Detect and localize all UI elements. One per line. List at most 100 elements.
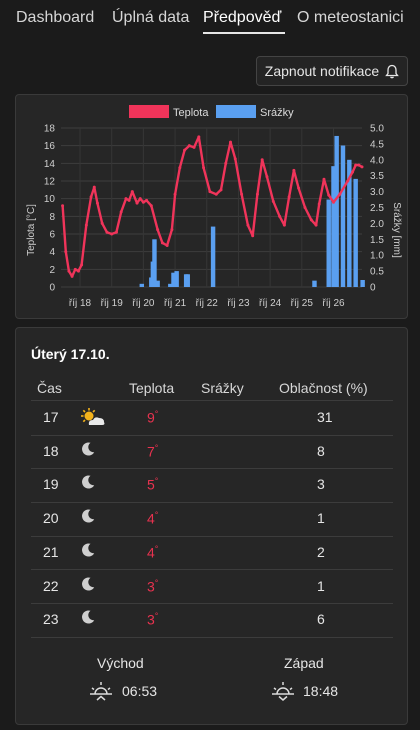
precipitation-bar bbox=[168, 283, 173, 287]
sunset-icon bbox=[270, 680, 296, 707]
y-tick-right-label: 1.0 bbox=[370, 251, 384, 262]
precipitation-bar bbox=[353, 178, 358, 287]
temperature-point bbox=[297, 186, 301, 190]
temperature-point bbox=[271, 199, 275, 203]
temperature-cell: 3° bbox=[147, 611, 158, 628]
temperature-point bbox=[327, 193, 331, 197]
temperature-point bbox=[187, 144, 191, 148]
temperature-unit: ° bbox=[154, 577, 159, 588]
tab-full-data[interactable]: Úplná data bbox=[112, 9, 190, 26]
temperature-point bbox=[208, 190, 212, 194]
temperature-point bbox=[110, 232, 114, 236]
temperature-point bbox=[138, 197, 142, 201]
temperature-point bbox=[105, 230, 109, 234]
temperature-point bbox=[354, 163, 358, 167]
chart-legend: Teplota Srážky bbox=[129, 105, 294, 119]
temperature-point bbox=[84, 223, 88, 227]
table-header-divider bbox=[31, 400, 393, 401]
y-tick-right-label: 4.5 bbox=[370, 139, 384, 150]
y-tick-left-label: 2 bbox=[49, 265, 55, 276]
temperature-point bbox=[214, 192, 218, 196]
column-header-cloudiness: Oblačnost (%) bbox=[279, 380, 368, 396]
temperature-value: 7 bbox=[147, 443, 155, 460]
y-tick-right-label: 0.5 bbox=[370, 267, 384, 278]
temperature-point bbox=[183, 148, 187, 152]
y-tick-left-label: 0 bbox=[49, 283, 55, 294]
temperature-point bbox=[246, 223, 250, 227]
forecast-chart: Teplota Srážky Teplota [°C] Srážky [mm] … bbox=[26, 105, 402, 309]
temperature-point bbox=[303, 206, 307, 209]
table-row: 19 5° 3 bbox=[31, 468, 393, 504]
temperature-point bbox=[130, 190, 134, 194]
forecast-chart-card: Teplota Srážky Teplota [°C] Srážky [mm] … bbox=[15, 94, 408, 319]
temperature-point bbox=[76, 269, 80, 273]
y-tick-right-label: 2.5 bbox=[370, 203, 384, 214]
temperature-point bbox=[149, 204, 153, 208]
temperature-point bbox=[219, 188, 223, 192]
legend-swatch-temperature bbox=[129, 105, 169, 118]
precipitation-bar bbox=[340, 145, 346, 287]
temperature-point bbox=[260, 158, 264, 162]
active-tab-underline bbox=[203, 32, 285, 34]
x-tick-label: říj 25 bbox=[291, 298, 314, 309]
temperature-point bbox=[314, 223, 318, 227]
temperature-unit: ° bbox=[154, 409, 159, 419]
forecast-table-card bbox=[15, 327, 408, 725]
table-row: 20 4° 1 bbox=[31, 502, 393, 537]
notifications-button-label: Zapnout notifikace bbox=[264, 63, 380, 79]
y-tick-left-label: 8 bbox=[49, 212, 55, 223]
moon-icon bbox=[80, 508, 96, 527]
temperature-value: 4 bbox=[147, 544, 155, 561]
temperature-point bbox=[240, 192, 244, 196]
temperature-cell: 4° bbox=[147, 510, 158, 527]
enable-notifications-button[interactable]: Zapnout notifikace bbox=[256, 56, 408, 86]
temperature-point bbox=[292, 168, 296, 172]
temperature-point bbox=[61, 204, 65, 208]
temperature-point bbox=[124, 197, 128, 201]
sunrise-label: Východ bbox=[97, 655, 144, 671]
temperature-value: 3 bbox=[147, 578, 155, 595]
table-row: 21 4° 2 bbox=[31, 536, 393, 571]
cloudiness-cell: 1 bbox=[317, 577, 325, 594]
temperature-point bbox=[119, 210, 123, 214]
forecast-day-title: Úterý 17.10. bbox=[31, 346, 110, 362]
temperature-point bbox=[233, 157, 237, 161]
tab-about-station[interactable]: O meteostanici bbox=[297, 9, 404, 26]
temperature-point bbox=[127, 198, 131, 202]
hour-cell: 22 bbox=[43, 577, 59, 594]
precipitation-bar bbox=[326, 199, 331, 287]
temperature-point bbox=[229, 140, 233, 144]
y-tick-right-label: 4.0 bbox=[370, 155, 384, 166]
x-tick-label: říj 19 bbox=[101, 298, 124, 309]
x-tick-label: říj 20 bbox=[132, 298, 155, 309]
precipitation-bar bbox=[312, 280, 317, 287]
hour-cell: 17 bbox=[43, 409, 59, 425]
sunset-label: Západ bbox=[284, 655, 324, 671]
y-tick-left-label: 6 bbox=[49, 230, 55, 241]
temperature-point bbox=[67, 269, 71, 273]
table-row: 18 7° 8 bbox=[31, 435, 393, 470]
temperature-point bbox=[165, 243, 169, 247]
table-row: 23 3° 6 bbox=[31, 603, 393, 638]
x-tick-label: říj 26 bbox=[322, 298, 345, 309]
temperature-point bbox=[92, 185, 96, 189]
temperature-point bbox=[309, 218, 313, 222]
hour-cell: 18 bbox=[43, 442, 59, 459]
temperature-point bbox=[317, 202, 321, 206]
temperature-point bbox=[170, 228, 174, 232]
y-axis-right-label: Srážky [mm] bbox=[391, 202, 402, 258]
tab-forecast[interactable]: Předpověď bbox=[203, 9, 282, 26]
temperature-value: 5 bbox=[147, 477, 155, 494]
legend-swatch-precipitation bbox=[216, 105, 256, 118]
precipitation-bar bbox=[185, 274, 190, 287]
precipitation-bar bbox=[139, 283, 145, 287]
precipitation-bar bbox=[174, 271, 179, 287]
cloudiness-cell: 8 bbox=[317, 442, 325, 459]
temperature-point bbox=[224, 161, 228, 165]
temperature-unit: ° bbox=[154, 543, 159, 554]
moon-icon bbox=[80, 474, 96, 493]
temperature-point bbox=[156, 228, 160, 232]
temperature-point bbox=[202, 166, 206, 170]
tab-dashboard[interactable]: Dashboard bbox=[16, 9, 95, 26]
y-tick-left-label: 4 bbox=[49, 247, 55, 258]
